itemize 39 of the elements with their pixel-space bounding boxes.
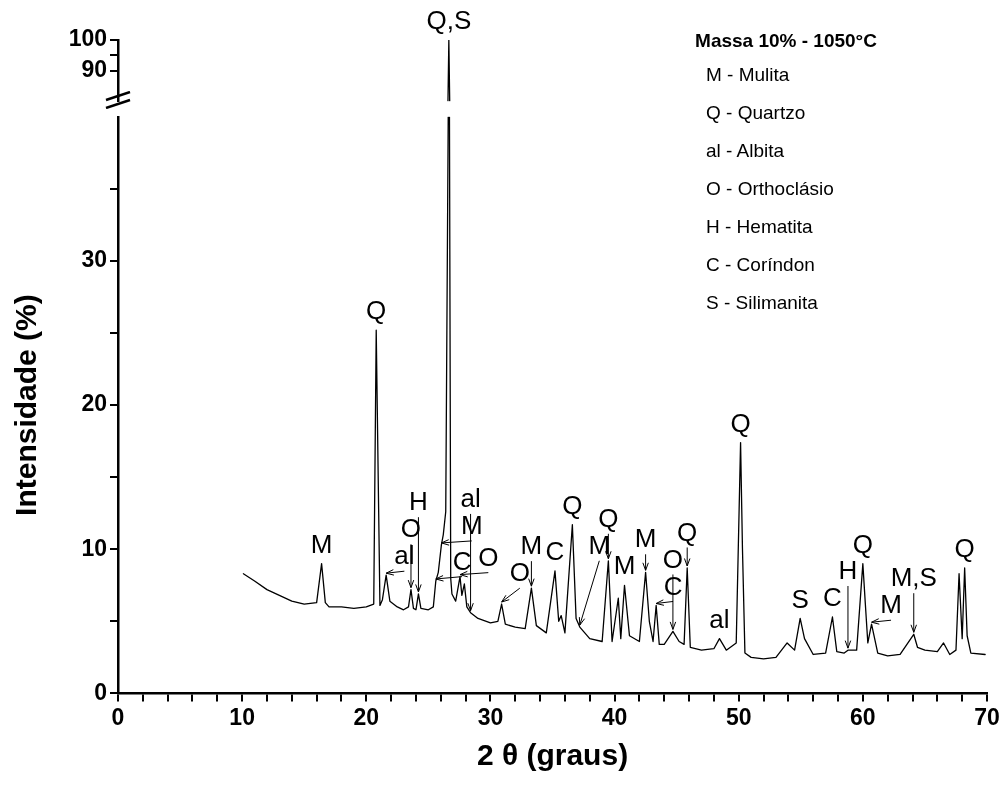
x-tick-label: 20	[353, 703, 380, 730]
annotation: Q	[954, 533, 975, 564]
x-tick-label: 70	[974, 703, 1000, 730]
x-tick-label: 30	[477, 703, 504, 730]
annotation: S - Silimanita	[705, 292, 819, 315]
legend-title: Massa 10% - 1050°C	[694, 30, 878, 52]
annotation: C - Coríndon	[705, 254, 816, 277]
x-tick-label: 60	[850, 703, 876, 730]
annotation: M	[613, 550, 636, 581]
x-tick-label: 40	[601, 703, 628, 730]
y-axis-title: Intensidade (%)	[9, 294, 43, 516]
annotation: M	[634, 523, 657, 554]
y-tick-label: 20	[81, 390, 107, 417]
y-tick-label: 100	[68, 25, 107, 52]
annotation: al	[394, 540, 415, 571]
annotation: al - Albita	[705, 140, 786, 163]
y-tick-label: 0	[94, 678, 107, 705]
annotation: Q	[366, 295, 387, 326]
annotation: O	[478, 541, 499, 572]
x-tick-label: 50	[725, 703, 752, 730]
annotation: al	[460, 483, 481, 514]
annotation: Q	[562, 489, 583, 520]
annotation: al	[709, 603, 730, 634]
annotation: H - Hematita	[705, 216, 814, 239]
x-tick-label: 10	[229, 703, 255, 730]
annotation: M	[310, 528, 333, 559]
annotation: M - Mulita	[705, 64, 791, 87]
annotation: Q,S	[426, 5, 472, 36]
annotation: S	[791, 583, 809, 614]
annotation: C	[545, 536, 565, 567]
y-tick-label: 90	[81, 55, 107, 82]
y-tick-label: 30	[81, 246, 107, 273]
x-axis-title: 2 θ (graus)	[476, 738, 629, 772]
annotation: Q - Quartzo	[705, 102, 807, 125]
annotation: Q	[730, 407, 751, 438]
y-tick-label: 10	[81, 534, 107, 561]
annotation: O - Orthoclásio	[705, 178, 835, 201]
x-tick-label: 0	[111, 703, 125, 730]
annotation: H	[409, 486, 428, 517]
